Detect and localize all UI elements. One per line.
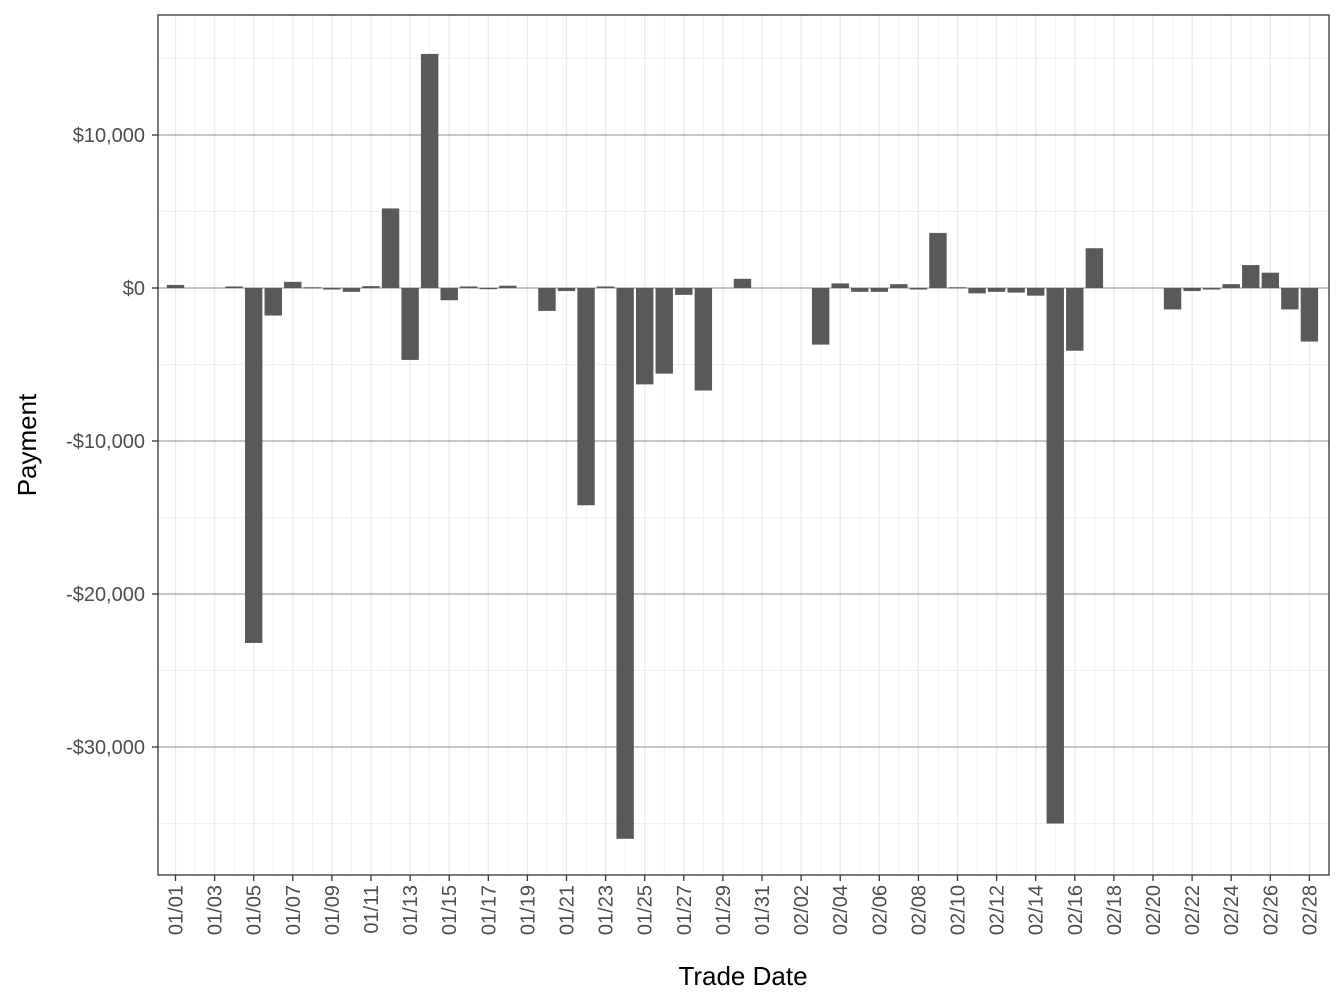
bar-02/06 <box>870 288 888 292</box>
bar-02/22 <box>1183 288 1201 292</box>
x-tick-label: 01/31 <box>752 885 774 935</box>
bar-01/01 <box>166 284 185 288</box>
x-tick-label: 01/07 <box>283 885 305 935</box>
x-tick-label: 01/17 <box>478 885 500 935</box>
x-tick-label: 01/21 <box>557 885 579 935</box>
bar-01/07 <box>284 281 302 288</box>
y-tick-label: $0 <box>123 278 145 300</box>
bar-02/08 <box>909 288 928 290</box>
y-tick-label: -$10,000 <box>66 431 145 453</box>
bar-01/05 <box>245 288 263 643</box>
x-tick-label: 02/20 <box>1143 885 1165 935</box>
x-tick-label: 01/09 <box>322 885 344 935</box>
minor-gridlines <box>158 15 1329 875</box>
panel-background <box>158 15 1329 875</box>
bar-01/21 <box>557 288 576 292</box>
x-tick-label: 02/04 <box>830 885 852 935</box>
y-tick-label: $10,000 <box>73 125 145 147</box>
bar-02/11 <box>968 288 986 294</box>
bar-01/30 <box>733 278 752 288</box>
plot-panel <box>157 14 1330 876</box>
bar-01/28 <box>694 288 713 391</box>
x-axis: 01/01 01/03 01/05 01/07 01/09 01/11 01/13 01/15… <box>166 875 1321 935</box>
bar-01/09 <box>323 288 341 290</box>
bar-02/03 <box>811 288 830 345</box>
bar-02/13 <box>1007 288 1025 293</box>
bar-02/15 <box>1046 288 1064 824</box>
bar-02/07 <box>890 284 908 288</box>
bar-02/23 <box>1202 288 1221 290</box>
bar-01/12 <box>381 208 400 288</box>
x-tick-label: 02/16 <box>1065 885 1087 935</box>
x-tick-label: 01/25 <box>635 885 657 935</box>
bar-02/10 <box>948 287 967 289</box>
bar-01/04 <box>225 286 243 288</box>
bar-02/05 <box>851 288 869 292</box>
x-tick-label: 01/19 <box>517 885 539 935</box>
x-tick-label: 02/18 <box>1104 885 1126 935</box>
x-tick-label: 01/11 <box>361 885 383 934</box>
bar-01/06 <box>264 288 282 316</box>
y-axis-title: Payment <box>12 393 42 496</box>
bar-01/25 <box>636 288 654 385</box>
x-tick-label: 01/05 <box>244 885 266 935</box>
bar-02/26 <box>1261 272 1279 288</box>
bar-02/28 <box>1300 288 1319 342</box>
x-tick-label: 02/24 <box>1221 885 1243 935</box>
x-tick-label: 01/29 <box>713 885 735 935</box>
x-tick-label: 02/02 <box>791 885 813 935</box>
bars <box>166 53 1319 839</box>
y-tick-label: -$20,000 <box>66 584 145 606</box>
bar-01/22 <box>577 288 595 506</box>
bar-01/17 <box>479 288 497 290</box>
bar-02/21 <box>1163 288 1182 310</box>
bar-01/18 <box>499 285 517 288</box>
x-tick-label: 02/08 <box>908 885 930 935</box>
x-axis-title: Trade Date <box>678 961 807 991</box>
bar-01/13 <box>401 288 419 360</box>
bar-02/25 <box>1242 265 1260 288</box>
bar-02/09 <box>929 232 947 288</box>
x-tick-label: 02/06 <box>869 885 891 935</box>
bar-02/04 <box>831 283 849 288</box>
bar-01/20 <box>538 288 556 311</box>
bar-01/08 <box>303 287 322 289</box>
bar-02/14 <box>1027 288 1045 296</box>
panel-border <box>157 14 1330 876</box>
x-tick-label: 01/27 <box>674 885 696 935</box>
bar-01/24 <box>616 288 634 839</box>
bar-01/11 <box>362 286 380 288</box>
x-tick-label: 01/15 <box>439 885 461 935</box>
bar-01/14 <box>420 53 439 288</box>
bar-01/10 <box>342 288 361 292</box>
x-tick-label: 02/14 <box>1026 885 1048 935</box>
x-tick-label: 02/28 <box>1299 885 1321 935</box>
x-tick-label: 01/13 <box>400 885 422 935</box>
bar-01/23 <box>596 286 615 288</box>
x-tick-label: 01/01 <box>166 885 188 935</box>
bar-01/15 <box>440 288 458 301</box>
bar-02/16 <box>1066 288 1084 351</box>
bar-02/27 <box>1281 288 1299 310</box>
x-tick-label: 01/23 <box>596 885 618 935</box>
bar-01/27 <box>675 288 693 295</box>
bar-01/26 <box>655 288 673 374</box>
x-tick-label: 01/03 <box>205 885 227 935</box>
bar-02/17 <box>1085 248 1104 288</box>
bar-02/24 <box>1222 284 1240 288</box>
x-tick-label: 02/12 <box>987 885 1009 935</box>
y-axis: $10,000 $0 -$10,000 -$20,000 -$30,000 <box>66 125 158 759</box>
x-tick-label: 02/22 <box>1182 885 1204 935</box>
y-tick-label: -$30,000 <box>66 737 145 759</box>
bar-02/12 <box>987 288 1006 292</box>
bar-01/16 <box>460 286 478 288</box>
x-tick-label: 02/26 <box>1260 885 1282 935</box>
x-tick-label: 02/10 <box>948 885 970 935</box>
